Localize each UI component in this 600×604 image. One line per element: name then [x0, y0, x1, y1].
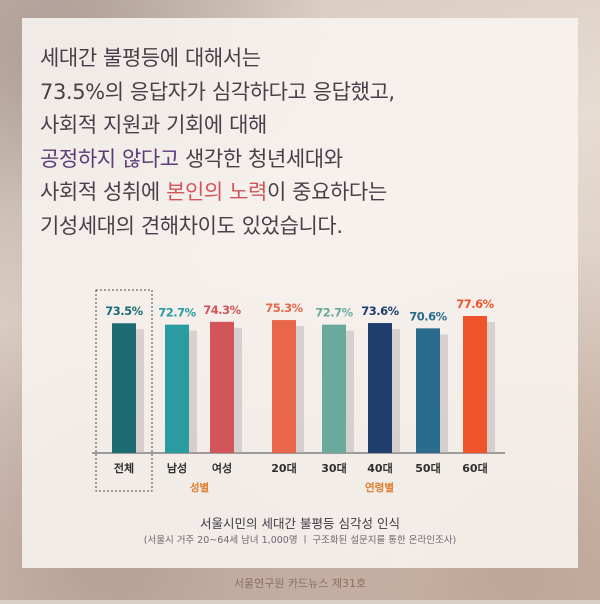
- category-label-4: 30대: [321, 461, 346, 475]
- brand-footer: 서울연구원 카드뉴스 제31호: [233, 577, 367, 590]
- group-label-0: 성별: [190, 481, 209, 494]
- headline-line-4: 공정하지 않다고 생각한 청년세대와: [40, 143, 540, 177]
- headline-line-5-start: 사회적 성취에: [40, 180, 167, 204]
- headline-text: 세대간 불평등에 대해서는 73.5%의 응답자가 심각하다고 응답했고, 사회…: [40, 42, 540, 243]
- headline-line-5-rest: 이 중요하다는: [266, 180, 387, 204]
- category-label-5: 40대: [367, 461, 392, 475]
- value-label-5: 73.6%: [361, 304, 399, 318]
- chart-title: 서울시민의 세대간 불평등 심각성 인식: [200, 516, 400, 531]
- highlight-box: [95, 289, 153, 492]
- group-label-1: 연령별: [365, 481, 394, 494]
- value-label-4: 72.7%: [315, 306, 353, 320]
- category-label-1: 남성: [167, 461, 187, 475]
- content-card: [22, 18, 578, 568]
- value-label-2: 74.3%: [203, 303, 241, 317]
- value-label-3: 75.3%: [265, 301, 303, 315]
- bar-4: [322, 324, 346, 453]
- value-label-7: 77.6%: [456, 297, 494, 311]
- bar-2: [210, 321, 234, 453]
- category-label-2: 여성: [212, 461, 232, 475]
- bar-1: [165, 324, 189, 453]
- category-label-3: 20대: [271, 461, 296, 475]
- category-label-0: 전체: [114, 461, 134, 475]
- headline-highlight-unfair: 공정하지 않다고: [40, 146, 179, 171]
- bar-5: [368, 323, 392, 453]
- value-label-1: 72.7%: [158, 306, 196, 320]
- headline-highlight-effort: 본인의 노력: [166, 180, 267, 204]
- headline-line-5: 사회적 성취에 본인의 노력이 중요하다는: [40, 176, 540, 210]
- category-label-6: 50대: [415, 461, 440, 475]
- headline-line-4-rest: 생각한 청년세대와: [178, 146, 343, 171]
- chart-subtitle: (서울시 거주 20~64세 남녀 1,000명 ㅣ 구조화된 설문지를 통한 …: [143, 535, 457, 546]
- bar-7: [463, 316, 487, 453]
- headline-line-6: 기성세대의 견해차이도 있었습니다.: [40, 213, 343, 238]
- value-label-0: 73.5%: [105, 304, 143, 318]
- value-label-6: 70.6%: [409, 309, 447, 323]
- category-label-7: 60대: [462, 461, 487, 475]
- bar-6: [416, 328, 440, 453]
- headline-line-2: 73.5%의 응답자가 심각하다고 응답했고,: [40, 79, 395, 104]
- bar-0: [112, 323, 136, 453]
- bar-3: [272, 320, 296, 453]
- headline-line-1: 세대간 불평등에 대해서는: [40, 46, 261, 70]
- headline-line-3: 사회적 지원과 기회에 대해: [40, 113, 267, 137]
